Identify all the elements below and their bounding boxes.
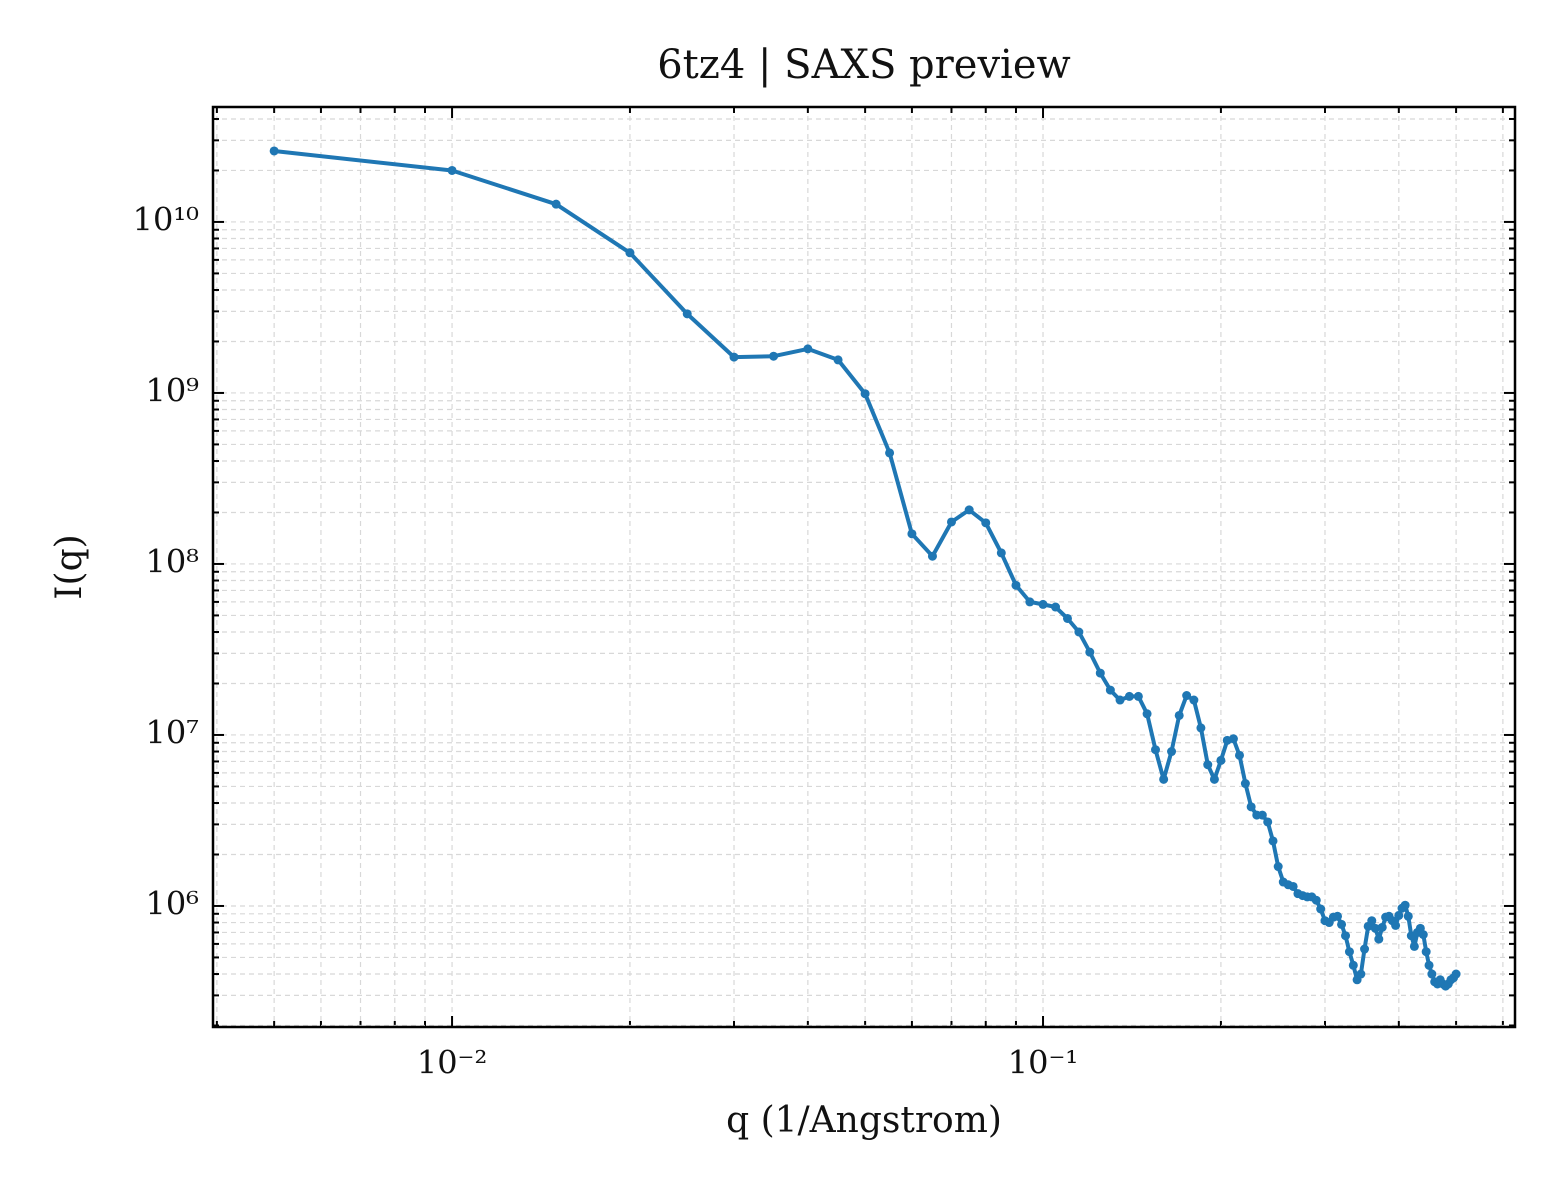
data-point [1074, 627, 1084, 637]
data-point [1124, 691, 1134, 701]
data-point [1391, 920, 1401, 930]
plot-frame [211, 105, 1517, 1029]
data-point [833, 355, 843, 365]
data-point [1095, 668, 1105, 678]
data-point [1234, 750, 1244, 760]
data-point [1370, 923, 1380, 933]
data-point [1115, 695, 1125, 705]
data-point [1189, 695, 1199, 705]
data-point [1409, 941, 1419, 951]
x-tick-label: 10⁻¹ [1008, 1044, 1078, 1082]
data-point [1257, 810, 1267, 820]
data-point [1196, 723, 1206, 733]
data-point [769, 351, 779, 361]
data-point [1311, 895, 1321, 905]
data-point [1142, 709, 1152, 719]
data-point [964, 505, 974, 515]
chart-title: 6tz4 | SAXS preview [657, 42, 1071, 88]
data-point [1174, 710, 1184, 720]
data-point [1133, 691, 1143, 701]
data-point [1228, 734, 1238, 744]
x-axis-label: q (1/Angstrom) [726, 1100, 1002, 1141]
data-point [1427, 969, 1437, 979]
data-point [682, 309, 692, 319]
data-point [1424, 960, 1434, 970]
data-point [803, 344, 813, 354]
data-point [1038, 599, 1048, 609]
data-point [729, 352, 739, 362]
y-tick-label: 10⁶ [145, 884, 199, 922]
data-point [1246, 802, 1256, 812]
x-tick-label: 10⁻² [417, 1044, 487, 1082]
data-point [1348, 960, 1358, 970]
data-point [1418, 930, 1428, 940]
data-point [1159, 774, 1169, 784]
data-point [1209, 774, 1219, 784]
data-point [1240, 779, 1250, 789]
data-point [1216, 755, 1226, 765]
data-point [551, 199, 561, 209]
data-point [1316, 904, 1326, 914]
data-point [1344, 947, 1354, 957]
data-point [1288, 881, 1298, 891]
data-point [1374, 934, 1384, 944]
data-point [1182, 691, 1192, 701]
data-point [1421, 947, 1431, 957]
y-tick-label: 10⁷ [145, 713, 199, 751]
data-point [1011, 580, 1021, 590]
data-point [625, 248, 635, 258]
data-point [447, 165, 457, 175]
data-point [1403, 911, 1413, 921]
data-point [907, 529, 917, 539]
data-point [946, 517, 956, 527]
data-point [1268, 836, 1278, 846]
data-point [269, 146, 279, 156]
data-point [1367, 916, 1377, 926]
y-tick-label: 10⁹ [145, 371, 199, 409]
data-point [1360, 944, 1370, 954]
data-point [860, 389, 870, 399]
data-point [1051, 602, 1061, 612]
y-tick-label: 10¹⁰ [133, 200, 199, 238]
data-point [1203, 760, 1213, 770]
data-point [996, 548, 1006, 558]
data-point [1167, 747, 1177, 757]
data-point [1085, 647, 1095, 657]
data-point [1337, 919, 1347, 929]
data-point [1273, 862, 1283, 872]
y-tick-label: 10⁸ [145, 542, 199, 580]
data-point [1025, 597, 1035, 607]
data-point [1377, 922, 1387, 932]
data-point [1151, 745, 1161, 755]
data-point [927, 551, 937, 561]
data-point [1341, 931, 1351, 941]
data-point [1105, 685, 1115, 695]
data-point [1333, 911, 1343, 921]
y-axis-label: I(q) [49, 534, 90, 599]
data-line [273, 149, 1458, 989]
data-point [981, 518, 991, 528]
data-point [1394, 910, 1404, 920]
data-point [1400, 900, 1410, 910]
data-point [885, 448, 895, 458]
data-point [1263, 817, 1273, 827]
data-point [1356, 969, 1366, 979]
data-point [1451, 969, 1461, 979]
data-point [1062, 613, 1072, 623]
